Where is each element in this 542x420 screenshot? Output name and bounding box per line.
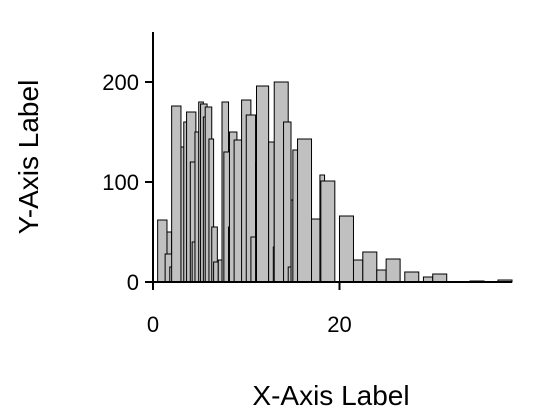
bar-29 — [256, 85, 270, 283]
x-tick-label-0: 0 — [147, 312, 159, 337]
y-tick-label-0: 0 — [127, 270, 139, 295]
bar-33 — [283, 121, 292, 283]
bar-42 — [352, 259, 364, 283]
bar-17 — [213, 261, 219, 283]
bar-4 — [171, 105, 182, 283]
bar-44 — [376, 269, 387, 283]
bar-46 — [404, 271, 420, 283]
bar-48 — [432, 273, 448, 283]
x-axis-label: X-Axis Label — [252, 380, 409, 411]
y-axis-label: Y-Axis Label — [13, 80, 44, 235]
y-tick-label-200: 200 — [102, 70, 139, 95]
bar-43 — [362, 251, 378, 283]
bar-37 — [297, 138, 313, 283]
bar-45 — [385, 258, 401, 283]
bar-40 — [320, 180, 336, 283]
bar-41 — [338, 215, 354, 283]
ticks-layer: 0 100 200 0 20 — [102, 70, 351, 337]
x-tick-label-20: 20 — [327, 312, 351, 337]
bars-layer — [157, 81, 513, 283]
y-tick-label-100: 100 — [102, 170, 139, 195]
